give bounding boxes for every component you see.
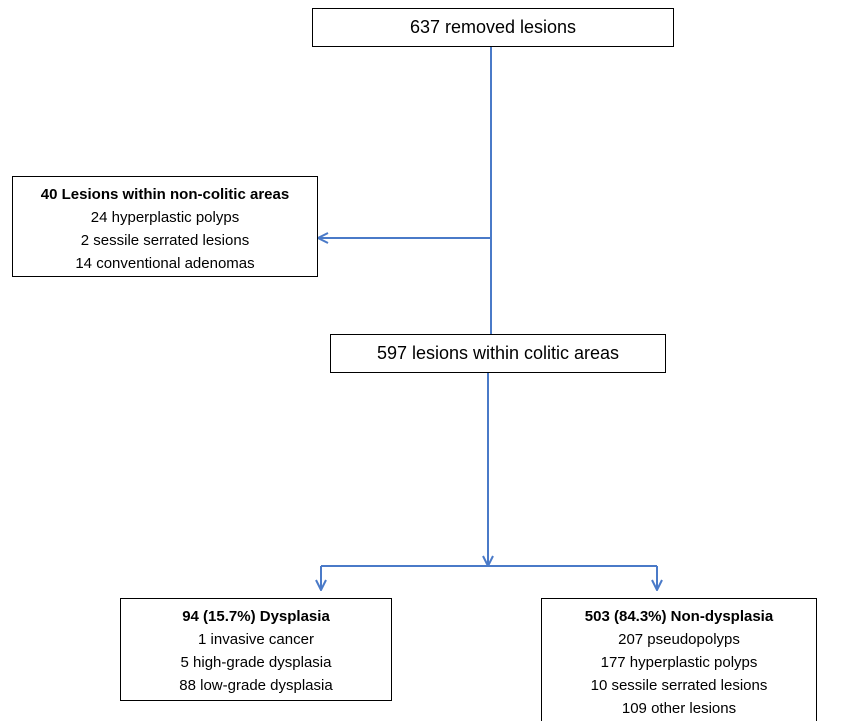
non-dysplasia-item: 109 other lesions [621,700,737,717]
dysplasia-item: 5 high-grade dysplasia [180,654,332,671]
dysplasia-title: 94 (15.7%) Dysplasia [182,608,330,625]
non-colitic-item: 24 hyperplastic polyps [90,209,240,226]
non-colitic-title: 40 Lesions within non-colitic areas [40,186,290,203]
non-dysplasia-title: 503 (84.3%) Non-dysplasia [584,608,774,625]
dysplasia-item: 88 low-grade dysplasia [179,677,333,694]
removed-lesions-box: 637 removed lesions [312,8,674,47]
non-dysplasia-item: 207 pseudopolyps [618,631,740,648]
dysplasia-item: 1 invasive cancer [198,631,314,648]
removed-lesions-label: 637 removed lesions [409,17,577,37]
non-colitic-box: 40 Lesions within non-colitic areas 24 h… [12,176,318,277]
non-dysplasia-box: 503 (84.3%) Non-dysplasia 207 pseudopoly… [541,598,817,721]
non-colitic-item: 2 sessile serrated lesions [80,232,250,249]
non-dysplasia-item: 177 hyperplastic polyps [600,654,758,671]
non-colitic-item: 14 conventional adenomas [75,255,255,272]
colitic-label: 597 lesions within colitic areas [376,343,620,363]
colitic-box: 597 lesions within colitic areas [330,334,666,373]
dysplasia-box: 94 (15.7%) Dysplasia 1 invasive cancer 5… [120,598,392,701]
non-dysplasia-item: 10 sessile serrated lesions [590,677,768,694]
